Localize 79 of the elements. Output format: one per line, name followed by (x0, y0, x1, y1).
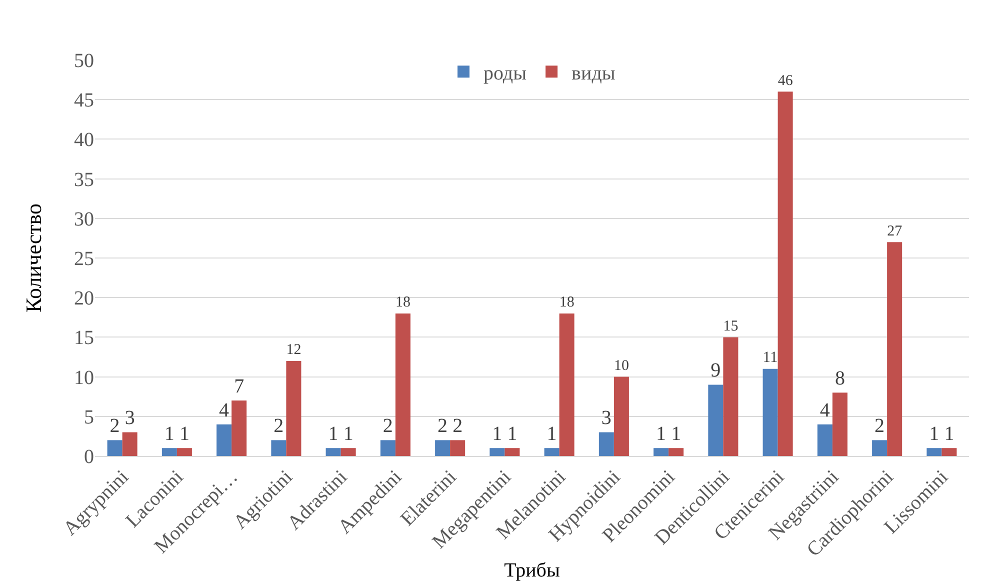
data-label: 12 (286, 342, 302, 358)
data-label: 9 (710, 360, 721, 382)
y-tick-label: 45 (74, 90, 94, 112)
data-label: 2 (874, 415, 885, 438)
y-axis-title: Количество (21, 203, 46, 313)
data-label: 7 (234, 376, 244, 398)
data-label: 11 (762, 348, 778, 366)
data-label: 3 (124, 407, 135, 430)
data-label: 2 (452, 415, 463, 438)
bar (232, 400, 247, 456)
bar (926, 448, 942, 456)
bar (708, 384, 724, 456)
data-label: 2 (382, 415, 393, 438)
bar (490, 448, 505, 456)
data-label: 1 (546, 423, 557, 446)
bar (176, 448, 192, 456)
bar (435, 440, 450, 456)
x-axis-title: Трибы (504, 559, 560, 582)
data-label: 27 (887, 223, 903, 240)
y-tick-label: 10 (74, 366, 94, 389)
data-label: 1 (343, 423, 354, 446)
bar (504, 448, 520, 456)
data-label: 1 (328, 423, 338, 446)
bar (832, 392, 848, 456)
bar (450, 440, 466, 456)
y-tick-label: 15 (74, 327, 94, 350)
bar (326, 448, 341, 456)
data-label: 3 (601, 407, 612, 430)
data-label: 2 (438, 415, 448, 438)
bar (654, 448, 669, 456)
bar (380, 440, 396, 456)
bar (395, 313, 410, 456)
data-label: 2 (110, 415, 120, 438)
bar (668, 448, 684, 456)
data-label: 18 (395, 294, 410, 311)
bar (887, 242, 902, 456)
data-label: 18 (559, 294, 574, 311)
y-tick-label: 35 (74, 168, 94, 191)
bar (598, 432, 614, 456)
data-label: 46 (778, 72, 794, 89)
bar (107, 440, 122, 456)
bar (872, 440, 888, 456)
data-label: 1 (671, 423, 682, 446)
bar (122, 432, 138, 456)
y-tick-label: 20 (74, 288, 94, 310)
data-label: 15 (723, 318, 738, 334)
bar (544, 448, 560, 456)
y-tick-label: 5 (84, 406, 94, 428)
y-tick-label: 50 (74, 50, 94, 72)
bar (723, 337, 738, 456)
bar (778, 92, 793, 456)
data-label: 8 (834, 368, 845, 390)
bar (271, 440, 286, 456)
bar (942, 448, 957, 456)
data-label: 1 (492, 423, 502, 446)
bar (614, 376, 629, 456)
bar (817, 424, 832, 456)
data-label: 1 (656, 423, 666, 446)
bar (762, 368, 778, 456)
bar (340, 448, 356, 456)
y-tick-label: 30 (74, 208, 94, 230)
legend-label: роды (484, 62, 527, 84)
data-label: 1 (507, 423, 518, 446)
bar (162, 448, 177, 456)
legend-label: виды (572, 62, 616, 84)
bar (286, 360, 302, 456)
data-label: 2 (274, 415, 284, 438)
data-label: 1 (164, 423, 174, 446)
data-label: 1 (944, 423, 954, 446)
data-label: 1 (179, 423, 190, 446)
y-tick-label: 40 (74, 129, 94, 152)
bar (216, 424, 232, 456)
y-tick-label: 25 (74, 248, 94, 270)
y-tick-label: 0 (84, 446, 94, 468)
bar (559, 313, 574, 456)
data-label: 4 (219, 399, 230, 422)
data-label: 4 (820, 399, 830, 422)
data-label: 1 (929, 423, 940, 446)
data-label: 10 (614, 358, 629, 374)
